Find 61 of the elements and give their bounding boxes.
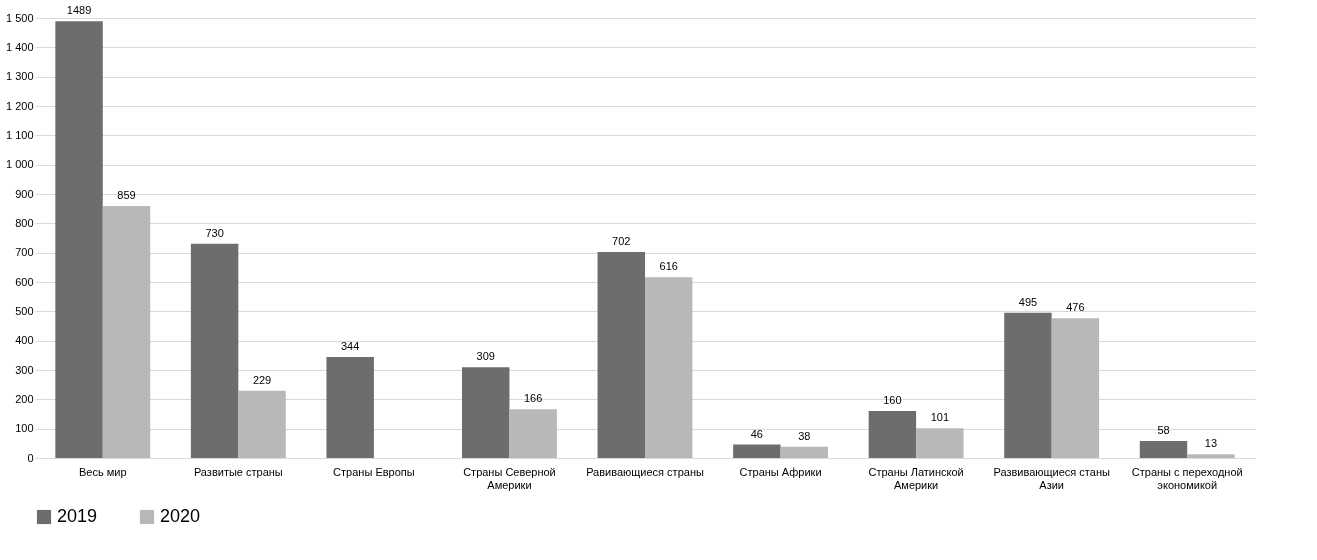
bar bbox=[1139, 440, 1188, 458]
x-tick-label: Весь мир bbox=[78, 465, 127, 478]
data-label: 616 bbox=[659, 260, 678, 273]
y-tick-label: 400 bbox=[15, 334, 34, 347]
data-label: 309 bbox=[476, 350, 495, 363]
data-label: 13 bbox=[1204, 437, 1218, 450]
bar bbox=[509, 409, 557, 458]
x-tick-label: Страны Европы bbox=[333, 465, 415, 478]
bar bbox=[462, 367, 510, 458]
data-label: 160 bbox=[883, 394, 902, 407]
bar bbox=[1051, 318, 1100, 458]
data-label: 730 bbox=[205, 226, 224, 239]
y-tick-label: 700 bbox=[15, 246, 34, 259]
x-tick-label: Страны Латинской Америки bbox=[868, 465, 964, 491]
y-tick-label: 1 500 bbox=[5, 11, 34, 24]
data-label: 344 bbox=[340, 340, 360, 353]
x-tick-label: Равивающиеся страны bbox=[586, 465, 704, 478]
bar bbox=[1187, 454, 1235, 458]
data-label: 476 bbox=[1066, 301, 1085, 314]
data-label: 38 bbox=[798, 429, 811, 442]
data-label: 101 bbox=[930, 411, 950, 424]
y-tick-label: 1 300 bbox=[5, 70, 34, 83]
y-tick-label: 1 100 bbox=[5, 128, 34, 141]
bar bbox=[916, 428, 964, 458]
y-tick-label: 300 bbox=[15, 363, 34, 376]
data-label: 495 bbox=[1018, 295, 1038, 308]
data-label: 859 bbox=[117, 189, 136, 202]
bar bbox=[645, 277, 693, 458]
y-tick-label: 1 400 bbox=[5, 40, 34, 53]
bar bbox=[868, 411, 917, 458]
data-label: 702 bbox=[612, 235, 631, 248]
y-tick-label: 600 bbox=[15, 275, 34, 288]
bar bbox=[597, 252, 645, 458]
data-label: 229 bbox=[252, 373, 272, 386]
x-tick-label: Развитые страны bbox=[193, 465, 283, 478]
bar bbox=[102, 206, 151, 458]
x-tick-label: Страны Африки bbox=[739, 465, 822, 478]
bar bbox=[55, 21, 103, 458]
y-tick-label: 500 bbox=[15, 304, 34, 317]
y-tick-label: 200 bbox=[15, 392, 34, 405]
x-tick-label: Страны с переходной экономикой bbox=[1131, 465, 1243, 491]
y-tick-label: 1 200 bbox=[5, 99, 34, 112]
legend-label: 2020 bbox=[160, 506, 201, 526]
data-label: 58 bbox=[1157, 423, 1170, 436]
bar bbox=[190, 243, 239, 458]
y-tick-label: 100 bbox=[15, 422, 34, 435]
x-tick-label: Развивающиеся станы Азии bbox=[993, 465, 1110, 491]
y-tick-label: 1 000 bbox=[5, 158, 34, 171]
bar bbox=[1004, 312, 1052, 458]
data-label: 46 bbox=[750, 427, 763, 440]
y-tick-label: 0 bbox=[27, 451, 34, 464]
bar bbox=[238, 390, 286, 458]
y-tick-label: 900 bbox=[15, 187, 34, 200]
x-tick-label: Страны Северной Америки bbox=[463, 465, 556, 491]
data-label: 166 bbox=[523, 392, 543, 405]
data-label: 1489 bbox=[66, 4, 92, 17]
y-tick-label: 800 bbox=[15, 216, 34, 229]
legend-label: 2019 bbox=[57, 506, 98, 526]
bar bbox=[780, 446, 828, 458]
bar bbox=[326, 357, 374, 458]
bar bbox=[733, 444, 781, 458]
